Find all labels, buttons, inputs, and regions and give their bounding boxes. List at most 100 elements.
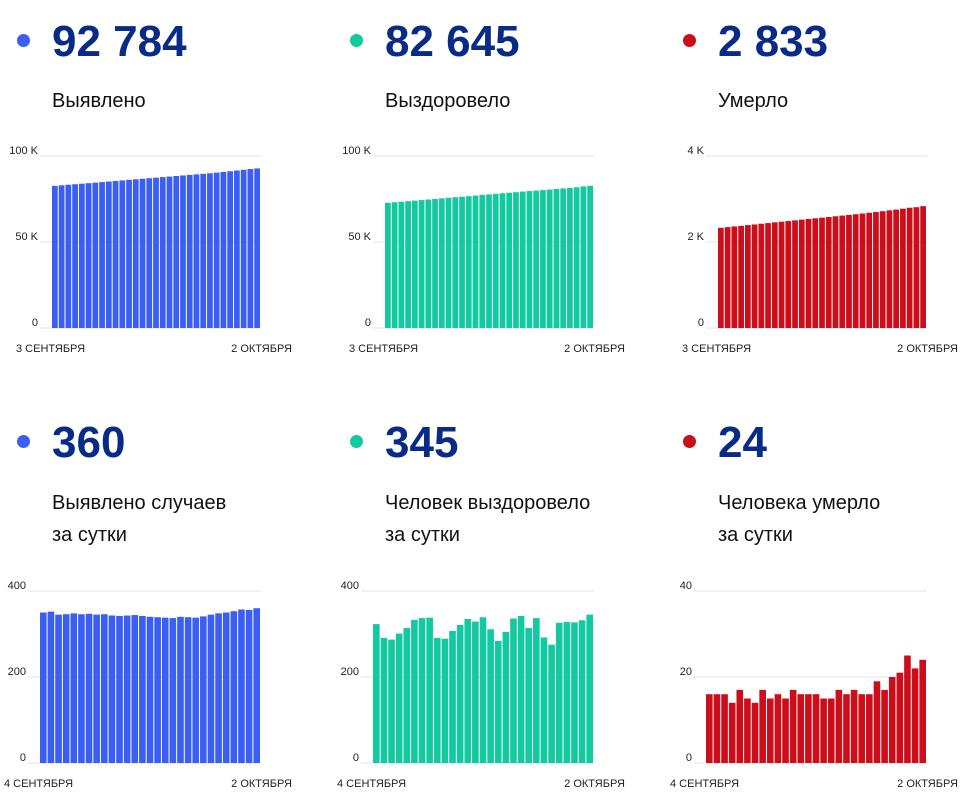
bar	[169, 618, 177, 763]
label-line-2: за сутки	[718, 524, 793, 546]
bar	[580, 186, 587, 328]
x-start-label: 3 СЕНТЯБРЯ	[682, 343, 751, 355]
bar	[494, 640, 502, 763]
bar	[852, 214, 859, 328]
bar	[78, 614, 85, 763]
bar	[55, 614, 62, 763]
bar	[52, 185, 58, 328]
bar	[100, 614, 108, 763]
chart: 0 50 K 100 K 3 СЕНТЯБРЯ 2 ОКТЯБРЯ	[342, 145, 625, 355]
bar	[254, 168, 260, 328]
value: 82 645	[385, 17, 520, 66]
x-end-label: 2 ОКТЯБРЯ	[897, 778, 958, 790]
bar	[472, 195, 479, 328]
bar	[789, 689, 797, 763]
bar	[441, 638, 449, 763]
bar	[487, 629, 494, 763]
y-tick-label: 200	[341, 666, 359, 678]
x-start-label: 4 СЕНТЯБРЯ	[337, 778, 406, 790]
bar	[573, 187, 580, 328]
value: 345	[385, 418, 459, 467]
bar	[472, 621, 479, 763]
bar	[132, 179, 139, 328]
bar	[533, 618, 540, 763]
bar	[785, 221, 792, 328]
y-tick-label: 0	[365, 317, 371, 329]
label-line-1: Умерло	[718, 90, 789, 112]
bar	[881, 689, 888, 763]
panel-deaths-total: 2 833 Умерло 0 2 K 4 K 3 СЕНТЯБРЯ 2 ОКТЯБРЯ	[666, 0, 973, 400]
bar	[459, 196, 465, 328]
bar	[540, 190, 546, 328]
bar	[718, 227, 724, 328]
bar	[72, 184, 78, 328]
label: Умерло	[718, 85, 788, 117]
bar	[184, 617, 192, 763]
label-line-1: Выздоровело	[385, 90, 511, 112]
bar	[180, 175, 186, 328]
bar	[525, 627, 533, 763]
bar	[432, 198, 438, 328]
label: Выздоровело	[385, 85, 510, 117]
bar	[778, 221, 785, 328]
bar	[62, 614, 70, 763]
bar	[805, 218, 812, 328]
bar	[850, 689, 858, 763]
bar	[567, 187, 573, 328]
x-end-label: 2 ОКТЯБРЯ	[231, 778, 292, 790]
bar	[797, 694, 805, 763]
bar	[452, 197, 459, 328]
bar	[426, 617, 433, 763]
bar	[227, 171, 234, 328]
bar	[105, 181, 112, 328]
x-end-label: 2 ОКТЯБРЯ	[231, 343, 292, 355]
label-line-1: Выявлено	[52, 90, 146, 112]
bar	[411, 200, 418, 328]
bar	[866, 212, 873, 328]
chart: 0 2 K 4 K 3 СЕНТЯБРЯ 2 ОКТЯБРЯ	[682, 145, 958, 355]
bar	[510, 618, 517, 763]
bar	[238, 609, 245, 763]
bar	[886, 210, 893, 328]
label-line-2: за сутки	[52, 524, 127, 546]
bar	[513, 192, 519, 328]
legend-dot	[350, 34, 363, 47]
bar	[70, 613, 78, 763]
y-tick-label: 400	[8, 580, 26, 592]
x-end-label: 2 ОКТЯБРЯ	[564, 343, 625, 355]
bar	[571, 622, 578, 763]
bar	[131, 615, 139, 763]
bar	[502, 631, 510, 763]
bar	[805, 694, 812, 763]
bar	[154, 617, 161, 763]
bar	[240, 169, 247, 328]
bar	[78, 183, 85, 328]
x-start-label: 4 СЕНТЯБРЯ	[670, 778, 739, 790]
y-tick-label: 0	[698, 317, 704, 329]
bar	[40, 612, 47, 763]
bar	[771, 222, 778, 328]
x-end-label: 2 ОКТЯБРЯ	[564, 778, 625, 790]
bar	[526, 191, 533, 328]
bar	[846, 214, 852, 328]
bar	[873, 681, 881, 763]
bar	[832, 216, 839, 328]
chart: 0 20 40 4 СЕНТЯБРЯ 2 ОКТЯБРЯ	[670, 580, 958, 790]
bar	[159, 177, 166, 328]
chart: 0 200 400 4 СЕНТЯБРЯ 2 ОКТЯБРЯ	[4, 580, 292, 790]
bar	[405, 201, 411, 328]
bar	[835, 689, 843, 763]
bar	[499, 193, 506, 328]
bar	[713, 694, 721, 763]
bar	[47, 611, 55, 763]
bar	[58, 185, 65, 328]
legend-dot	[683, 34, 696, 47]
bar	[123, 615, 131, 763]
bar	[398, 201, 405, 328]
value: 92 784	[52, 17, 187, 66]
bar	[99, 182, 105, 328]
y-tick-label: 2 K	[687, 231, 704, 243]
chart: 0 50 K 100 K 3 СЕНТЯБРЯ 2 ОКТЯБРЯ	[9, 145, 292, 355]
bar	[812, 694, 820, 763]
value: 24	[718, 418, 767, 467]
